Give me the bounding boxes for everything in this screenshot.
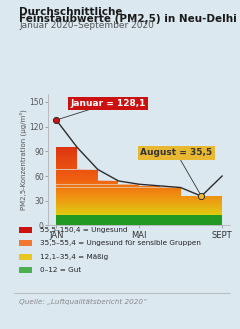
Text: 35,5–55,4 = Ungesund für sensible Gruppen: 35,5–55,4 = Ungesund für sensible Gruppe…	[40, 240, 200, 246]
Text: Quelle: „Luftqualitätsbericht 2020“: Quelle: „Luftqualitätsbericht 2020“	[19, 299, 147, 306]
Text: 0–12 = Gut: 0–12 = Gut	[40, 267, 81, 273]
Text: 12,1–35,4 = Mäßig: 12,1–35,4 = Mäßig	[40, 254, 108, 260]
Text: 55,5–150,4 = Ungesund: 55,5–150,4 = Ungesund	[40, 227, 127, 233]
Y-axis label: PM2,5-Konzentration (μg/m³): PM2,5-Konzentration (μg/m³)	[19, 109, 27, 210]
Text: Durchschnittliche: Durchschnittliche	[19, 7, 123, 16]
Text: Januar = 128,1: Januar = 128,1	[70, 99, 146, 108]
Text: August = 35,5: August = 35,5	[140, 148, 213, 158]
Text: Feinstaubwerte (PM2,5) in Neu-Delhi: Feinstaubwerte (PM2,5) in Neu-Delhi	[19, 14, 237, 24]
Text: Januar 2020–September 2020: Januar 2020–September 2020	[19, 21, 154, 30]
